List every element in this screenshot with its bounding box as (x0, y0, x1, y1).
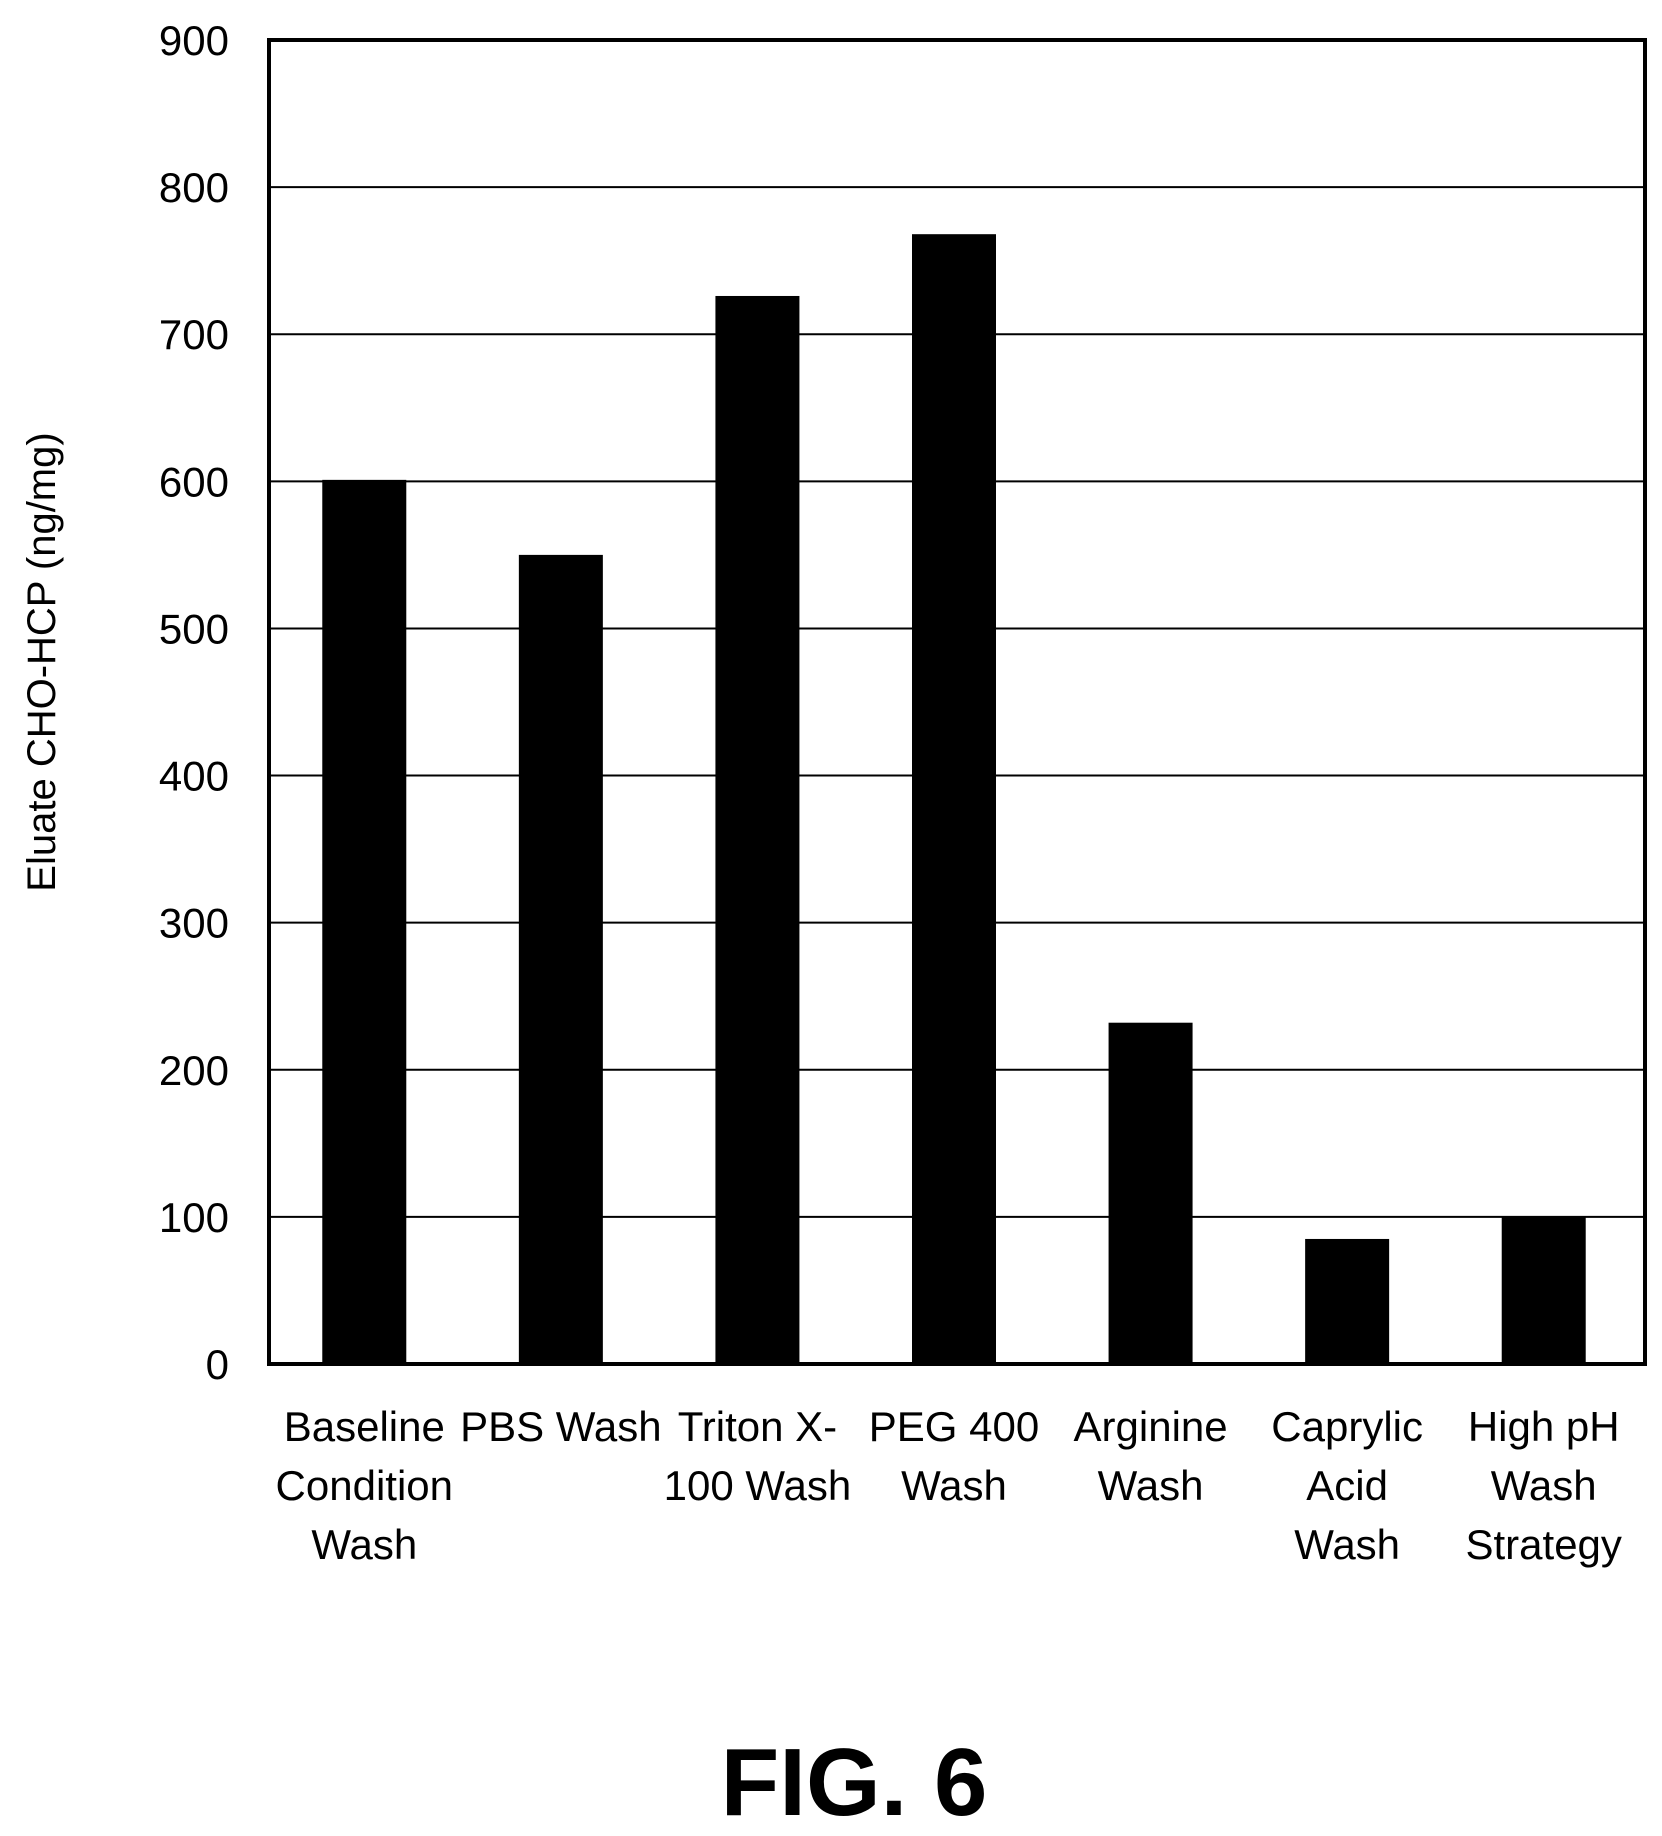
y-tick-label: 200 (159, 1047, 229, 1094)
y-tick-label: 100 (159, 1194, 229, 1241)
y-tick-label: 0 (206, 1341, 229, 1388)
bar (322, 479, 407, 1365)
plot-frame (267, 38, 1647, 1366)
y-tick-label: 400 (159, 753, 229, 800)
x-category-label: Baseline Condition Wash (276, 1403, 453, 1568)
bar (1305, 1238, 1390, 1364)
y-tick-label: 600 (159, 458, 229, 505)
x-category-label: High pH Wash Strategy (1466, 1403, 1622, 1568)
bar (715, 295, 800, 1364)
y-tick-label: 500 (159, 605, 229, 652)
x-category-label: Caprylic Acid Wash (1271, 1403, 1423, 1568)
y-tick-label: 900 (159, 17, 229, 64)
y-axis-title: Eluate CHO-HCP (ng/mg) (20, 432, 64, 891)
y-axis-tick-labels: 0 100 200 300 400 500 600 700 800 900 (159, 17, 229, 1388)
x-category-label: PEG 400 Wash (869, 1403, 1039, 1509)
y-tick-label: 700 (159, 311, 229, 358)
figure-caption: FIG. 6 (721, 1729, 988, 1836)
y-tick-label: 300 (159, 900, 229, 947)
bars (322, 234, 1586, 1365)
x-category-label: Triton X-100 Wash (664, 1403, 852, 1509)
bar (1108, 1022, 1193, 1364)
bar (518, 554, 603, 1364)
bar (1501, 1216, 1586, 1364)
y-tick-label: 800 (159, 164, 229, 211)
x-category-label: Arginine Wash (1074, 1403, 1228, 1509)
x-category-label: PBS Wash (460, 1403, 662, 1450)
bar (912, 234, 996, 1365)
